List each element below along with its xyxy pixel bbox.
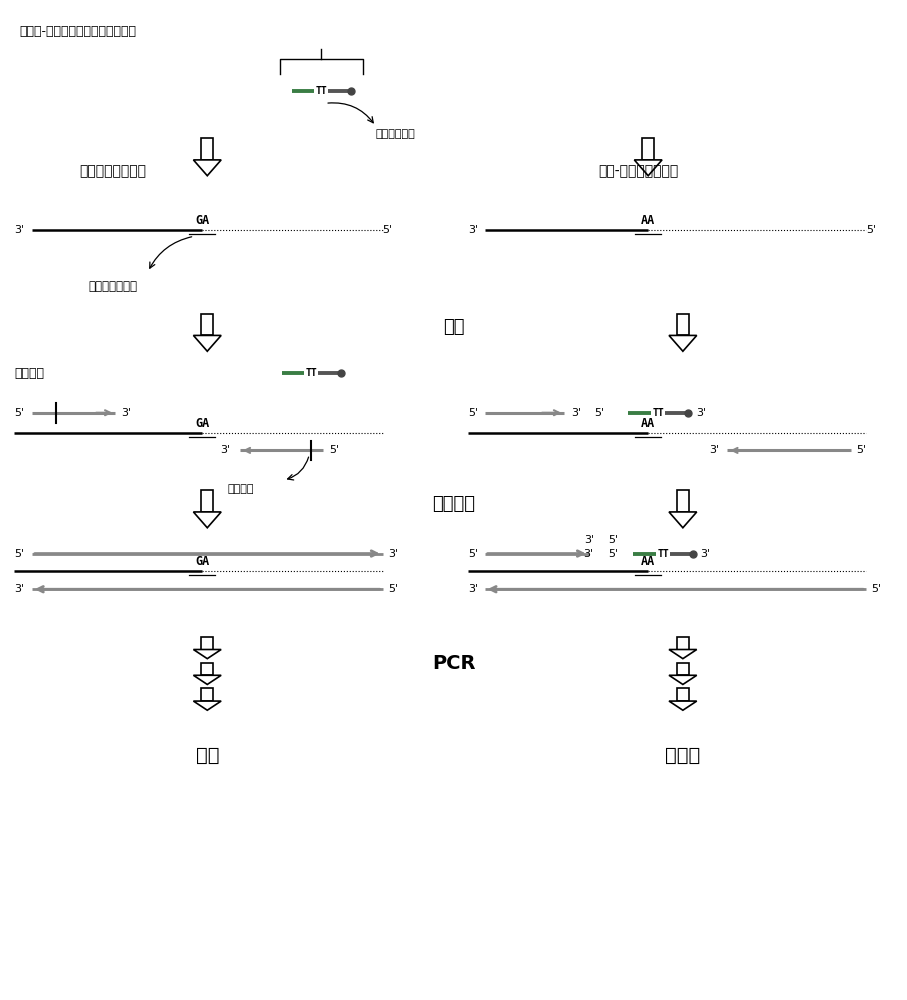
Text: PCR: PCR xyxy=(432,654,475,673)
Polygon shape xyxy=(669,701,697,710)
Text: 3': 3' xyxy=(583,549,594,559)
Text: 3': 3' xyxy=(571,408,581,418)
Text: 包非-含靶变异的模板: 包非-含靶变异的模板 xyxy=(598,164,678,178)
Text: 5': 5' xyxy=(468,549,478,559)
Text: 包含非-靶变异的模板的扩増阻断剂: 包含非-靶变异的模板的扩増阻断剂 xyxy=(19,25,136,38)
Text: 5': 5' xyxy=(594,408,604,418)
Text: 3': 3' xyxy=(468,584,478,594)
Text: 下游引物: 下游引物 xyxy=(227,484,254,494)
Text: GA: GA xyxy=(195,214,210,227)
Polygon shape xyxy=(677,314,688,335)
Text: GA: GA xyxy=(195,555,210,568)
Text: 5': 5' xyxy=(329,445,339,455)
Polygon shape xyxy=(193,701,221,710)
Polygon shape xyxy=(669,650,697,659)
Text: 5': 5' xyxy=(856,445,866,455)
Polygon shape xyxy=(677,490,688,512)
Polygon shape xyxy=(201,637,213,650)
Text: 5': 5' xyxy=(609,549,619,559)
Polygon shape xyxy=(193,160,221,176)
Text: GA: GA xyxy=(195,417,210,430)
Text: 5': 5' xyxy=(866,225,876,235)
Text: TT: TT xyxy=(316,86,327,96)
Polygon shape xyxy=(201,314,213,335)
Polygon shape xyxy=(201,138,213,160)
Text: TT: TT xyxy=(652,408,664,418)
Text: 5': 5' xyxy=(383,225,393,235)
Text: 扩増: 扩増 xyxy=(196,746,219,765)
Polygon shape xyxy=(642,138,654,160)
Polygon shape xyxy=(201,490,213,512)
Polygon shape xyxy=(677,637,688,650)
Text: 3': 3' xyxy=(15,584,24,594)
Text: 3': 3' xyxy=(220,445,230,455)
Polygon shape xyxy=(669,512,697,528)
Polygon shape xyxy=(669,335,697,351)
Text: 5': 5' xyxy=(15,408,24,418)
Text: 3': 3' xyxy=(699,549,710,559)
Polygon shape xyxy=(193,512,221,528)
Polygon shape xyxy=(193,675,221,684)
Text: 5': 5' xyxy=(15,549,24,559)
Text: 变异区别位点: 变异区别位点 xyxy=(375,129,415,139)
Text: 上游引物: 上游引物 xyxy=(15,367,44,380)
Text: 5': 5' xyxy=(388,584,399,594)
Text: 3': 3' xyxy=(15,225,24,235)
Text: 5': 5' xyxy=(609,535,619,545)
Text: 杂交: 杂交 xyxy=(443,318,464,336)
Text: 5': 5' xyxy=(871,584,882,594)
Polygon shape xyxy=(634,160,662,176)
Text: 未扩増: 未扩増 xyxy=(665,746,700,765)
Text: 3': 3' xyxy=(584,535,594,545)
Text: 3': 3' xyxy=(468,225,478,235)
Text: TT: TT xyxy=(306,368,317,378)
Text: 3': 3' xyxy=(388,549,399,559)
Text: 引物延伸: 引物延伸 xyxy=(432,495,475,513)
Text: 3': 3' xyxy=(121,408,132,418)
Text: 3': 3' xyxy=(696,408,706,418)
Polygon shape xyxy=(669,675,697,684)
Polygon shape xyxy=(201,688,213,701)
Polygon shape xyxy=(677,663,688,675)
Text: AA: AA xyxy=(641,214,656,227)
Polygon shape xyxy=(201,663,213,675)
Text: 核苷酸变异位点: 核苷酸变异位点 xyxy=(88,280,137,293)
Text: 3': 3' xyxy=(709,445,720,455)
Polygon shape xyxy=(193,335,221,351)
Text: 5': 5' xyxy=(468,408,478,418)
Text: AA: AA xyxy=(641,417,656,430)
Polygon shape xyxy=(677,688,688,701)
Text: AA: AA xyxy=(641,555,656,568)
Text: TT: TT xyxy=(658,549,669,559)
Text: 包含靶变异的模板: 包含靶变异的模板 xyxy=(80,164,147,178)
Polygon shape xyxy=(193,650,221,659)
